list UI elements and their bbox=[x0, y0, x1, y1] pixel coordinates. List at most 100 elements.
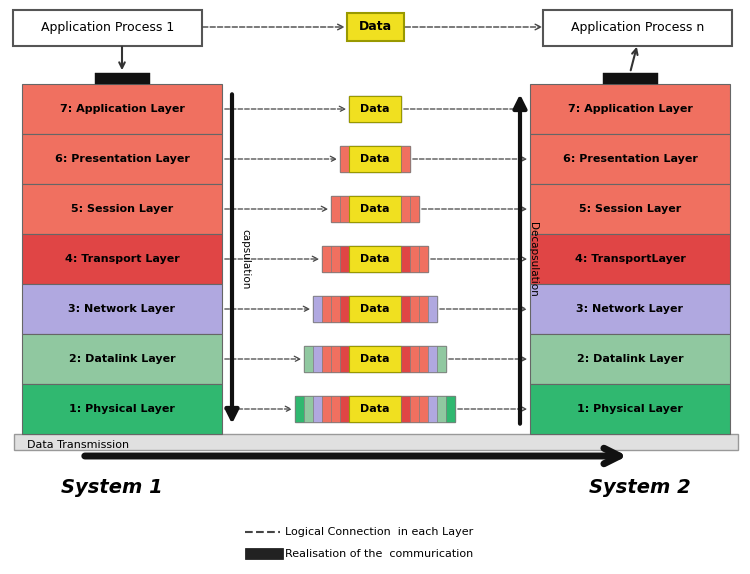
FancyBboxPatch shape bbox=[322, 246, 331, 272]
FancyBboxPatch shape bbox=[543, 10, 732, 46]
FancyBboxPatch shape bbox=[295, 396, 455, 422]
Text: Logical Connection  in each Layer: Logical Connection in each Layer bbox=[285, 527, 473, 537]
FancyBboxPatch shape bbox=[530, 334, 730, 384]
FancyBboxPatch shape bbox=[401, 346, 410, 372]
FancyBboxPatch shape bbox=[331, 296, 340, 322]
FancyBboxPatch shape bbox=[530, 184, 730, 234]
FancyBboxPatch shape bbox=[410, 296, 419, 322]
FancyBboxPatch shape bbox=[349, 246, 401, 272]
FancyBboxPatch shape bbox=[340, 246, 349, 272]
FancyBboxPatch shape bbox=[410, 196, 419, 222]
FancyBboxPatch shape bbox=[530, 384, 730, 434]
Text: 4: Transport Layer: 4: Transport Layer bbox=[64, 254, 179, 264]
Text: Application Process n: Application Process n bbox=[571, 21, 704, 34]
Text: Data: Data bbox=[360, 254, 390, 264]
Text: Data: Data bbox=[358, 21, 392, 33]
FancyBboxPatch shape bbox=[322, 296, 331, 322]
FancyBboxPatch shape bbox=[313, 296, 437, 322]
Text: Data: Data bbox=[360, 154, 390, 164]
Text: Data: Data bbox=[360, 204, 390, 214]
FancyBboxPatch shape bbox=[428, 346, 437, 372]
FancyBboxPatch shape bbox=[530, 84, 730, 134]
FancyBboxPatch shape bbox=[22, 334, 222, 384]
FancyBboxPatch shape bbox=[530, 234, 730, 284]
FancyBboxPatch shape bbox=[401, 296, 410, 322]
FancyBboxPatch shape bbox=[331, 246, 340, 272]
FancyBboxPatch shape bbox=[322, 246, 428, 272]
FancyBboxPatch shape bbox=[349, 396, 401, 422]
FancyBboxPatch shape bbox=[349, 146, 401, 172]
FancyBboxPatch shape bbox=[22, 284, 222, 334]
FancyBboxPatch shape bbox=[295, 396, 304, 422]
FancyBboxPatch shape bbox=[94, 73, 149, 84]
FancyBboxPatch shape bbox=[322, 396, 331, 422]
FancyBboxPatch shape bbox=[437, 346, 446, 372]
FancyBboxPatch shape bbox=[304, 396, 313, 422]
FancyBboxPatch shape bbox=[313, 396, 322, 422]
Text: 2: Datalink Layer: 2: Datalink Layer bbox=[577, 354, 683, 364]
FancyBboxPatch shape bbox=[340, 296, 349, 322]
FancyBboxPatch shape bbox=[13, 10, 202, 46]
FancyBboxPatch shape bbox=[340, 346, 349, 372]
FancyBboxPatch shape bbox=[340, 396, 349, 422]
FancyBboxPatch shape bbox=[349, 296, 401, 322]
Text: 2: Datalink Layer: 2: Datalink Layer bbox=[69, 354, 176, 364]
FancyBboxPatch shape bbox=[410, 346, 419, 372]
Text: Realisation of the  commurication: Realisation of the commurication bbox=[285, 549, 473, 559]
FancyBboxPatch shape bbox=[22, 234, 222, 284]
FancyBboxPatch shape bbox=[428, 296, 437, 322]
FancyBboxPatch shape bbox=[419, 346, 428, 372]
FancyBboxPatch shape bbox=[331, 196, 419, 222]
FancyBboxPatch shape bbox=[401, 146, 410, 172]
Text: 1: Physical Layer: 1: Physical Layer bbox=[577, 404, 683, 414]
Text: 7: Application Layer: 7: Application Layer bbox=[568, 104, 692, 114]
FancyBboxPatch shape bbox=[349, 96, 401, 122]
FancyBboxPatch shape bbox=[340, 196, 349, 222]
Text: 7: Application Layer: 7: Application Layer bbox=[59, 104, 184, 114]
FancyBboxPatch shape bbox=[349, 346, 401, 372]
Text: 3: Network Layer: 3: Network Layer bbox=[577, 304, 683, 314]
FancyBboxPatch shape bbox=[22, 384, 222, 434]
FancyBboxPatch shape bbox=[245, 548, 283, 559]
FancyBboxPatch shape bbox=[401, 246, 410, 272]
Text: 3: Network Layer: 3: Network Layer bbox=[68, 304, 176, 314]
FancyBboxPatch shape bbox=[331, 196, 340, 222]
Text: System 1: System 1 bbox=[62, 478, 163, 497]
FancyBboxPatch shape bbox=[428, 396, 437, 422]
FancyBboxPatch shape bbox=[331, 346, 340, 372]
Text: Data Transmission: Data Transmission bbox=[27, 440, 129, 450]
FancyBboxPatch shape bbox=[340, 146, 349, 172]
FancyBboxPatch shape bbox=[22, 84, 222, 134]
Text: Data: Data bbox=[360, 304, 390, 314]
FancyBboxPatch shape bbox=[530, 134, 730, 184]
FancyBboxPatch shape bbox=[304, 346, 446, 372]
Text: 6: Presentation Layer: 6: Presentation Layer bbox=[55, 154, 190, 164]
FancyBboxPatch shape bbox=[410, 246, 419, 272]
FancyBboxPatch shape bbox=[530, 284, 730, 334]
Text: System 2: System 2 bbox=[590, 478, 691, 497]
FancyBboxPatch shape bbox=[322, 346, 331, 372]
Text: 5: Session Layer: 5: Session Layer bbox=[70, 204, 173, 214]
FancyBboxPatch shape bbox=[22, 134, 222, 184]
Text: capsulation: capsulation bbox=[240, 229, 250, 289]
FancyBboxPatch shape bbox=[349, 96, 401, 122]
FancyBboxPatch shape bbox=[340, 146, 410, 172]
Text: 4: TransportLayer: 4: TransportLayer bbox=[574, 254, 686, 264]
FancyBboxPatch shape bbox=[346, 13, 404, 41]
Text: 6: Presentation Layer: 6: Presentation Layer bbox=[562, 154, 698, 164]
Text: Data: Data bbox=[360, 104, 390, 114]
FancyBboxPatch shape bbox=[401, 396, 410, 422]
FancyBboxPatch shape bbox=[419, 296, 428, 322]
FancyBboxPatch shape bbox=[419, 396, 428, 422]
Text: Data: Data bbox=[360, 354, 390, 364]
FancyBboxPatch shape bbox=[349, 196, 401, 222]
FancyBboxPatch shape bbox=[446, 396, 455, 422]
FancyBboxPatch shape bbox=[313, 346, 322, 372]
Text: Application Process 1: Application Process 1 bbox=[40, 21, 174, 34]
FancyBboxPatch shape bbox=[437, 396, 446, 422]
Text: Decapsulation: Decapsulation bbox=[528, 222, 538, 296]
FancyBboxPatch shape bbox=[410, 396, 419, 422]
FancyBboxPatch shape bbox=[313, 296, 322, 322]
FancyBboxPatch shape bbox=[14, 434, 738, 450]
FancyBboxPatch shape bbox=[22, 184, 222, 234]
